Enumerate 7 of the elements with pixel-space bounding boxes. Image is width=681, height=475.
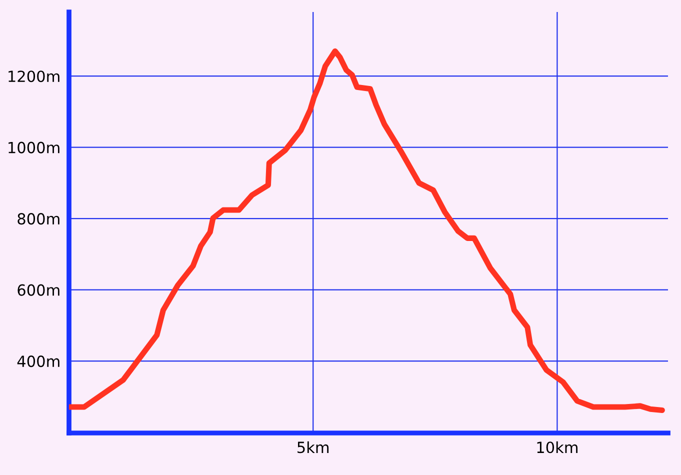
y-tick-label: 600m <box>18 284 60 296</box>
y-tick-label: 1000m <box>8 142 60 154</box>
y-tick-label: 1200m <box>8 70 60 82</box>
x-tick-label: 10km <box>537 441 578 454</box>
y-tick-label: 800m <box>18 213 60 225</box>
x-tick-label: 5km <box>298 441 329 454</box>
y-tick-label: 400m <box>17 356 60 368</box>
